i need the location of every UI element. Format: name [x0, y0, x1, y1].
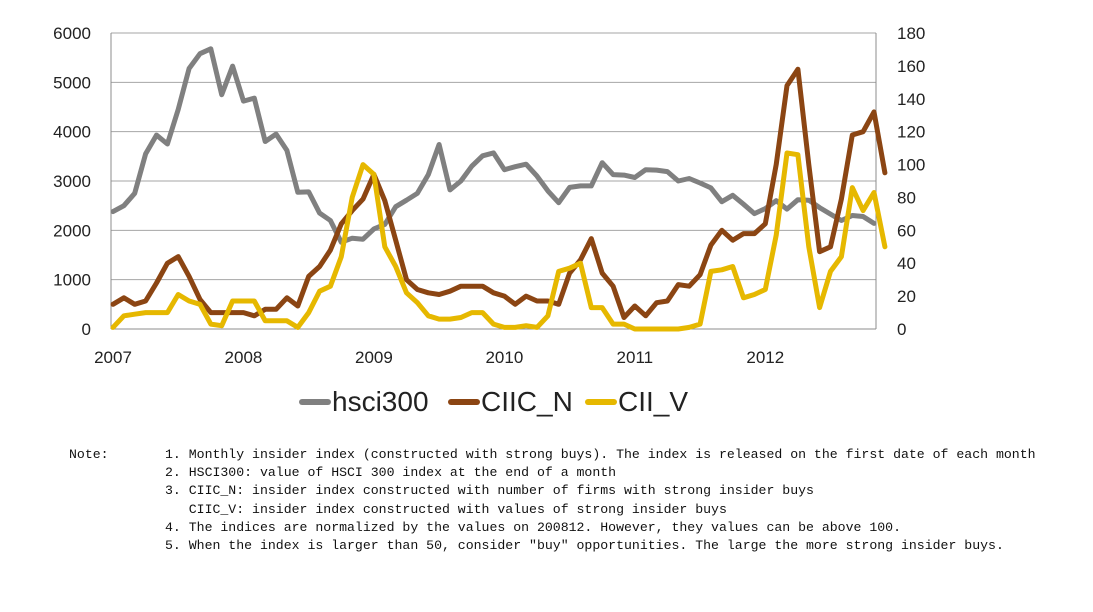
legend: hsci300 CIIC_N CII_V — [299, 386, 688, 417]
right-y-axis-ticks: 0 20 40 60 80 100 120 140 160 180 — [897, 24, 925, 339]
x-tick-label: 2007 — [94, 348, 132, 367]
left-tick-label: 5000 — [53, 73, 91, 92]
right-tick-label: 160 — [897, 57, 925, 76]
left-tick-label: 0 — [82, 320, 91, 339]
right-tick-label: 140 — [897, 90, 925, 109]
series-lines — [110, 46, 888, 332]
axes — [110, 33, 877, 330]
note-item-5: 5. When the index is larger than 50, con… — [165, 538, 1004, 554]
note-item-2: 2. HSCI300: value of HSCI 300 index at t… — [165, 465, 617, 481]
legend-label: hsci300 — [332, 386, 429, 417]
note-item-3b: CIIC_V: insider index constructed with v… — [165, 501, 727, 517]
right-tick-label: 120 — [897, 123, 925, 142]
notes-block: Note: 1. Monthly insider index (construc… — [69, 446, 1036, 555]
series-line-cii-v — [110, 150, 888, 332]
series-line-ciic-n — [110, 66, 888, 320]
series-line-hsci300 — [110, 46, 877, 245]
notes-label: Note: — [69, 447, 109, 462]
right-tick-label: 180 — [897, 24, 925, 43]
left-tick-label: 2000 — [53, 221, 91, 240]
left-tick-label: 1000 — [53, 271, 91, 290]
note-item-3: 3. CIIC_N: insider index constructed wit… — [165, 483, 814, 499]
right-tick-label: 60 — [897, 221, 916, 240]
x-tick-label: 2010 — [485, 348, 523, 367]
line-chart: 0 1000 2000 3000 4000 5000 6000 0 20 40 60 80 100 12… — [53, 24, 925, 417]
note-row: 3. CIIC_N: insider index constructed wit… — [69, 482, 1036, 500]
note-row: CIIC_V: insider index constructed with v… — [69, 501, 1036, 519]
left-y-axis-ticks: 0 1000 2000 3000 4000 5000 6000 — [53, 24, 91, 339]
note-item-1: 1. Monthly insider index (constructed wi… — [165, 447, 1036, 462]
legend-label: CII_V — [618, 386, 688, 417]
right-tick-label: 0 — [897, 320, 906, 339]
x-axis-ticks: 2007 2008 2009 2010 2011 2012 — [94, 348, 784, 367]
legend-label: CIIC_N — [481, 386, 573, 417]
right-tick-label: 80 — [897, 188, 916, 207]
x-tick-label: 2012 — [746, 348, 784, 367]
note-row: Note: 1. Monthly insider index (construc… — [69, 446, 1036, 464]
x-tick-label: 2009 — [355, 348, 393, 367]
left-tick-label: 4000 — [53, 123, 91, 142]
left-tick-label: 6000 — [53, 24, 91, 43]
note-row: 5. When the index is larger than 50, con… — [69, 537, 1036, 555]
x-tick-label: 2008 — [225, 348, 263, 367]
right-tick-label: 100 — [897, 156, 925, 175]
note-item-4: 4. The indices are normalized by the val… — [165, 519, 901, 535]
note-row: 4. The indices are normalized by the val… — [69, 519, 1036, 537]
left-tick-label: 3000 — [53, 172, 91, 191]
x-tick-label: 2011 — [617, 348, 654, 367]
note-row: 2. HSCI300: value of HSCI 300 index at t… — [69, 464, 1036, 482]
right-tick-label: 20 — [897, 287, 916, 306]
right-tick-label: 40 — [897, 254, 916, 273]
